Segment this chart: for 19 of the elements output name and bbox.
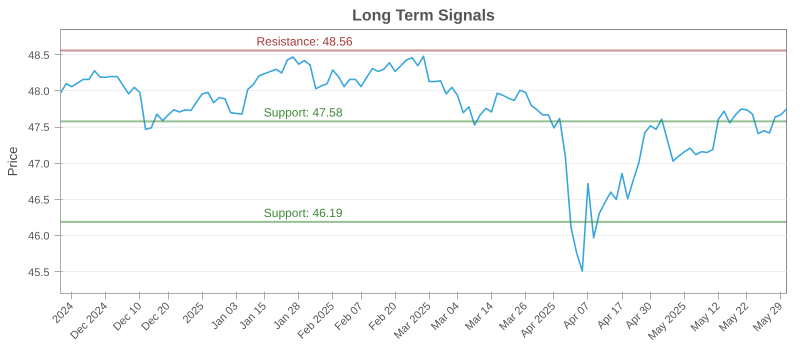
y-tick-label: 48.5 — [28, 50, 50, 62]
x-tick-label: May 29 — [751, 300, 786, 334]
ref-line-label: Support: 47.58 — [264, 105, 343, 120]
y-tick-label: 46.5 — [28, 194, 50, 206]
x-tick-label: Mar 04 — [429, 300, 462, 333]
x-tick-label: Apr 07 — [560, 300, 592, 332]
y-tick-label: 45.5 — [28, 266, 50, 279]
ref-line-label: Resistance: 48.56 — [256, 34, 353, 48]
y-axis-title: Price — [5, 146, 20, 176]
y-tick-label: 47.5 — [28, 122, 50, 134]
ref-line-label: Support: 46.19 — [264, 206, 343, 220]
line-series — [60, 55, 786, 272]
y-tick-label: 48.0 — [28, 86, 50, 98]
chart-title: Long Term Signals — [352, 8, 496, 24]
y-tick-label: 46.0 — [28, 230, 50, 243]
y-tick-label: 47.0 — [28, 158, 50, 170]
x-tick-label: Apr 17 — [594, 300, 626, 332]
x-tick-label: Feb 07 — [332, 300, 366, 333]
x-tick-label: Mar 14 — [463, 300, 496, 333]
